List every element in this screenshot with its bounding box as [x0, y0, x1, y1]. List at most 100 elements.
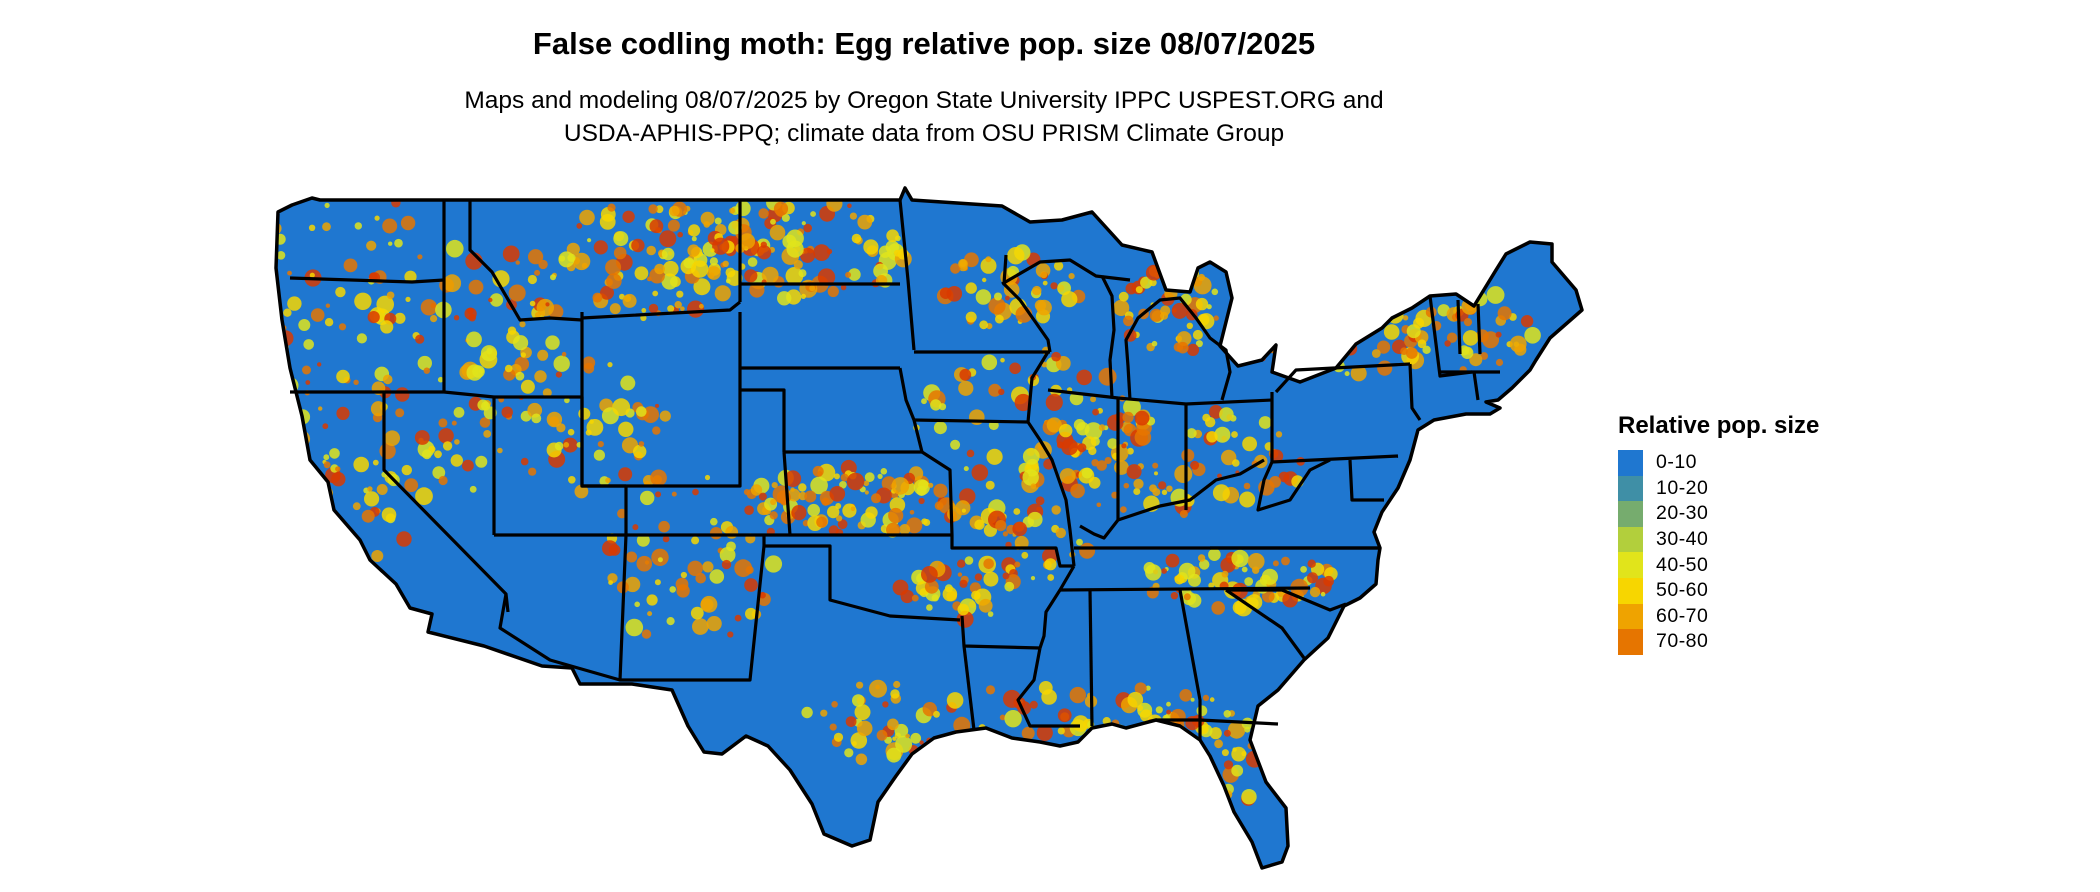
hotspot — [1331, 334, 1344, 348]
hotspot — [1035, 496, 1045, 506]
hotspot — [1041, 689, 1057, 705]
hotspot — [576, 223, 583, 229]
hotspot — [963, 466, 969, 472]
nc-sc-border — [1226, 588, 1347, 612]
hotspot — [1174, 574, 1185, 585]
hotspot — [1166, 701, 1171, 707]
hotspot — [1244, 577, 1254, 586]
hotspot — [248, 436, 263, 451]
hotspot — [631, 238, 645, 253]
hotspot — [189, 279, 198, 288]
hotspot — [1463, 318, 1473, 327]
hotspot — [1297, 755, 1305, 763]
hotspot — [1104, 457, 1112, 464]
hotspot — [323, 454, 330, 461]
hotspot — [536, 298, 554, 317]
hotspot — [1029, 700, 1038, 709]
hotspot — [276, 380, 278, 388]
hotspot — [1050, 282, 1058, 290]
hotspot — [659, 230, 677, 248]
hotspot — [276, 188, 283, 194]
hotspot — [1185, 716, 1200, 731]
hotspot — [714, 285, 731, 302]
hotspot — [1311, 303, 1322, 314]
hotspot — [1002, 531, 1009, 537]
hotspot — [950, 439, 961, 450]
hotspot — [1480, 352, 1488, 360]
hotspot — [636, 533, 650, 547]
hotspot — [1114, 460, 1129, 475]
hotspot — [1307, 572, 1318, 584]
hotspot — [1497, 306, 1512, 321]
hotspot — [930, 399, 942, 411]
hotspot — [877, 473, 883, 479]
hotspot — [609, 303, 621, 315]
hotspot — [1145, 564, 1162, 581]
hotspot — [864, 472, 875, 483]
legend-item: 30-40 — [1618, 526, 1819, 553]
hotspot — [706, 266, 721, 280]
hotspot — [1092, 408, 1099, 416]
hotspot — [785, 267, 804, 285]
hotspot — [1232, 459, 1240, 467]
hotspot — [1161, 568, 1167, 574]
hotspot — [304, 493, 318, 507]
hotspot — [1021, 551, 1029, 559]
hotspot — [553, 355, 570, 372]
hotspot — [555, 371, 563, 378]
hotspot — [1248, 323, 1256, 331]
hotspot — [388, 241, 393, 246]
hotspot — [229, 245, 238, 254]
hotspot — [564, 397, 570, 404]
hotspot — [583, 362, 595, 374]
hotspot — [909, 510, 915, 515]
hotspot — [646, 245, 656, 256]
hotspot — [988, 297, 1006, 315]
hotspot — [1219, 407, 1234, 422]
hotspot — [1262, 590, 1275, 603]
hotspot — [688, 224, 701, 237]
hotspot — [508, 284, 526, 302]
legend-swatch — [1618, 501, 1643, 527]
hotspot — [335, 466, 341, 472]
legend-item: 70-80 — [1618, 629, 1819, 655]
hotspot — [367, 486, 373, 492]
hotspot — [739, 233, 756, 250]
hotspot — [607, 362, 613, 368]
hotspot — [1377, 340, 1391, 354]
hotspot — [1135, 286, 1143, 294]
hotspot — [239, 498, 256, 515]
hotspot — [1320, 591, 1326, 597]
hotspot — [871, 493, 881, 504]
hotspot — [803, 223, 812, 233]
hotspot — [893, 680, 901, 689]
hotspot — [366, 240, 377, 251]
hotspot — [374, 215, 380, 221]
hotspot — [892, 736, 897, 741]
hotspot — [1118, 291, 1129, 302]
hotspot — [297, 573, 302, 578]
nh-me-border — [1476, 303, 1482, 355]
hotspot — [1107, 414, 1124, 431]
hotspot — [1149, 279, 1157, 287]
hotspot — [607, 203, 616, 212]
hotspot — [340, 571, 350, 581]
hotspot — [687, 244, 700, 257]
hotspot — [280, 416, 289, 426]
pa-ny-border — [1274, 362, 1411, 394]
hotspot — [1055, 527, 1067, 539]
legend-swatch — [1618, 450, 1643, 476]
hotspot — [1068, 273, 1075, 280]
hotspot — [177, 233, 193, 249]
hotspot — [353, 379, 359, 385]
hotspot — [982, 277, 987, 283]
hotspot — [869, 679, 887, 698]
hotspot — [382, 374, 393, 385]
legend-label: 30-40 — [1656, 528, 1709, 551]
hotspot — [1053, 261, 1064, 271]
hotspot — [1004, 581, 1015, 592]
hotspot — [1186, 428, 1197, 439]
al-ga-border — [1178, 589, 1202, 740]
hotspot — [1056, 441, 1064, 449]
hotspot — [633, 444, 647, 459]
